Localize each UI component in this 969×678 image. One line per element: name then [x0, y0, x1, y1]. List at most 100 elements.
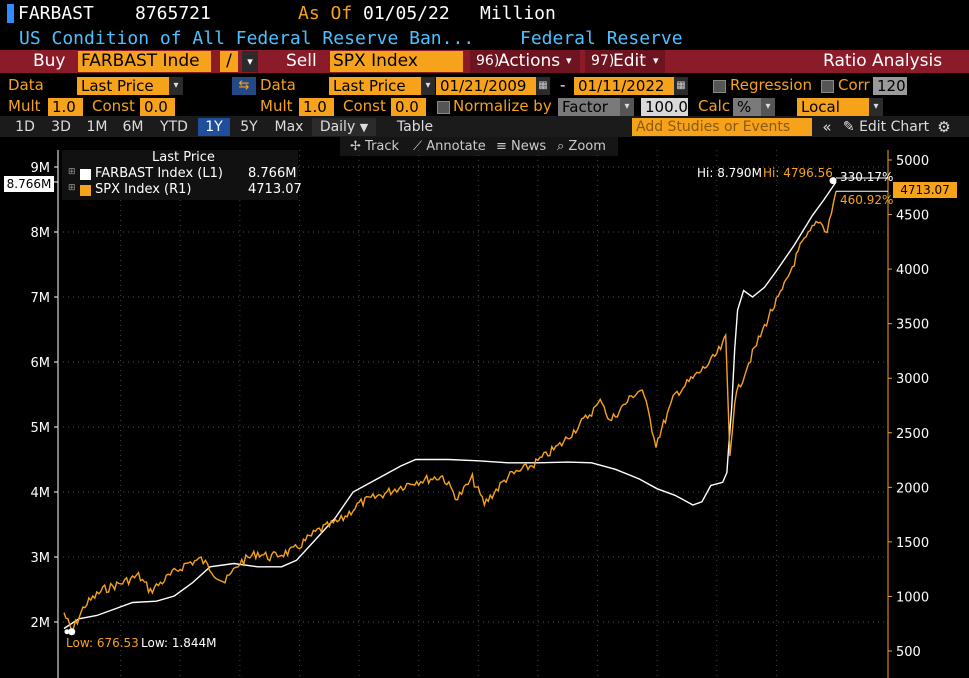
currency-dropdown[interactable]: Local [797, 98, 869, 116]
as-of-date[interactable]: 01/05/22 [363, 3, 450, 24]
swap-icon[interactable]: ⇆ [232, 77, 256, 95]
regression-checkbox[interactable] [713, 80, 726, 93]
tab-3d[interactable]: 3D [51, 119, 71, 135]
low-point-marker-white [64, 629, 70, 635]
description-row: US Condition of All Federal Reserve Ban.… [0, 28, 969, 50]
const-field-2[interactable]: 0.0 [391, 98, 426, 116]
right-tick-label: 1000 [896, 590, 929, 605]
line-draw-icon: ⟋ [413, 139, 423, 154]
settings-gear-icon[interactable]: ⚙ [937, 118, 951, 136]
left-tick-label: 2M [31, 616, 51, 631]
studies-input[interactable]: Add Studies or Events [632, 118, 812, 136]
data-label-1: Data [8, 76, 44, 94]
mult-field-2[interactable]: 1.0 [299, 98, 334, 116]
tab-1y[interactable]: 1Y [198, 118, 230, 136]
buy-security-field[interactable]: FARBAST Inde [78, 51, 211, 72]
pencil-icon: ✎ [842, 119, 855, 135]
tab-1d[interactable]: 1D [15, 119, 35, 135]
legend-expand-icon-1[interactable]: ⊞ [68, 167, 76, 177]
right-tick-label: 2500 [896, 427, 929, 442]
edit-menu-button[interactable]: 97) Edit ▾ [585, 50, 665, 73]
ratio-toolbar: Buy FARBAST Inde / ▾ Sell SPX Index 96) … [0, 50, 969, 73]
news-label: News [511, 139, 547, 154]
legend-value-1: 8.766M [248, 166, 297, 181]
normalize-dropdown[interactable]: Factor [558, 98, 620, 116]
left-tick-label: 8M [31, 226, 51, 241]
edit-label: Edit [613, 51, 646, 71]
tab-6m[interactable]: 6M [122, 119, 144, 135]
operator-dropdown-icon[interactable]: ▾ [242, 51, 258, 72]
actions-menu-button[interactable]: 96) Actions ▾ [470, 50, 580, 73]
pct-change-white: 330.17% [840, 170, 894, 184]
start-calendar-icon[interactable]: ▦ [536, 77, 550, 95]
left-tick-label: 6M [31, 356, 51, 371]
tab-5y[interactable]: 5Y [240, 119, 258, 135]
actions-number: 96) [476, 53, 500, 69]
right-tick-label: 3000 [896, 372, 929, 387]
sell-security-field[interactable]: SPX Index [330, 51, 463, 72]
left-tick-label: 3M [31, 551, 51, 566]
regression-label: Regression [730, 76, 813, 94]
end-calendar-icon[interactable]: ▦ [674, 77, 688, 95]
right-tick-label: 4500 [896, 209, 929, 224]
annotate-tool[interactable]: ⟋ Annotate [413, 139, 486, 154]
low-point-marker [68, 628, 76, 636]
const-label-2: Const [343, 97, 386, 115]
ratio-analysis-title: Ratio Analysis [823, 51, 943, 71]
zoom-tool[interactable]: ⌕ Zoom [557, 139, 606, 154]
hi-point-marker [829, 177, 837, 185]
as-of-label: As Of [298, 3, 353, 24]
frequency-label: Daily [319, 119, 356, 135]
calc-dropdown[interactable]: % [733, 98, 761, 116]
actions-caret-icon: ▾ [566, 54, 572, 67]
tab-ytd[interactable]: YTD [160, 119, 188, 135]
ticker-cursor [7, 4, 14, 23]
const-field-1[interactable]: 0.0 [140, 98, 175, 116]
left-last-value-tag: 8.766M [4, 176, 54, 192]
table-button[interactable]: Table [396, 119, 434, 135]
factor-field[interactable]: 100.0 [641, 98, 688, 116]
hi-right-annotation: Hi: 4796.56 [763, 166, 833, 180]
track-tool[interactable]: ✢ Track [350, 139, 399, 154]
collapse-icon[interactable]: « [822, 118, 832, 136]
buy-label: Buy [33, 51, 66, 71]
corr-window-field[interactable]: 120 [873, 77, 907, 95]
normalize-dropdown-icon[interactable]: ▾ [620, 98, 634, 116]
hi-left-annotation: Hi: 8.790M [697, 166, 762, 180]
data-field-2[interactable]: Last Price [329, 77, 421, 95]
legend-expand-icon-2[interactable]: ⊞ [68, 183, 76, 193]
zoom-label: Zoom [568, 139, 606, 154]
data-dropdown-icon-1[interactable]: ▾ [169, 77, 183, 95]
right-tick-label: 5000 [896, 154, 929, 169]
track-label: Track [365, 139, 400, 154]
edit-chart-button[interactable]: ✎ Edit Chart [842, 118, 930, 136]
price-chart[interactable]: 2M 3M 4M 5M 6M 7M 8M 9M 500 1000 1500 2000 2500 3000 3… [0, 150, 969, 678]
sell-label: Sell [286, 51, 317, 71]
start-date-field[interactable]: 01/21/2009 [436, 77, 536, 95]
frequency-dropdown[interactable]: Daily ▼ [312, 118, 376, 136]
low-orange-annotation: Low: 676.53 [66, 636, 139, 650]
right-tick-label: 2000 [896, 481, 929, 496]
end-date-field[interactable]: 01/11/2022 [574, 77, 674, 95]
data-field-1[interactable]: Last Price [77, 77, 169, 95]
normalize-checkbox[interactable] [437, 101, 450, 114]
frequency-caret-icon: ▼ [359, 121, 369, 134]
data-dropdown-icon-2[interactable]: ▾ [421, 77, 435, 95]
actions-label: Actions [498, 51, 561, 71]
left-tick-label: 5M [31, 421, 51, 436]
tab-1m[interactable]: 1M [86, 119, 108, 135]
pct-change-orange: 460.92% [840, 193, 894, 207]
legend-series-1: FARBAST Index (L1) [95, 166, 223, 181]
calc-dropdown-icon[interactable]: ▾ [761, 98, 775, 116]
news-tool[interactable]: ≡ News [496, 139, 546, 154]
operator-field[interactable]: / [220, 51, 238, 72]
corr-checkbox[interactable] [821, 80, 834, 93]
chart-legend: Last Price ⊞ FARBAST Index (L1) 8.766M ⊞… [62, 150, 302, 200]
right-tick-label: 500 [896, 645, 921, 660]
last-value: 8765721 [135, 3, 211, 24]
currency-dropdown-icon[interactable]: ▾ [869, 98, 883, 116]
ticker[interactable]: FARBAST [18, 3, 94, 24]
legend-swatch-farbast [80, 169, 91, 180]
tab-max[interactable]: Max [274, 119, 304, 135]
mult-field-1[interactable]: 1.0 [48, 98, 83, 116]
